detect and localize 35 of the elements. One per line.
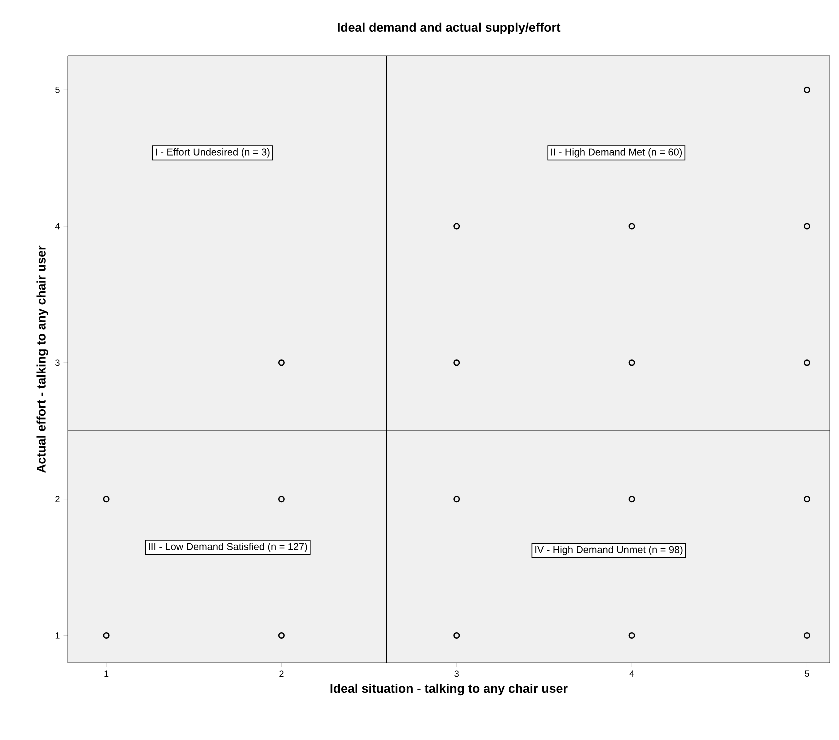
y-axis-title: Actual effort - talking to any chair user (36, 246, 48, 474)
x-tick-label: 1 (104, 670, 109, 677)
y-tick-label: 4 (55, 223, 60, 230)
point (454, 360, 460, 366)
y-tick-label: 2 (56, 496, 60, 502)
point (804, 86, 810, 94)
point (628, 496, 636, 503)
chart-title: Ideal demand and actual supply/effort (338, 22, 561, 34)
point (804, 223, 810, 230)
point (454, 223, 460, 230)
point (454, 632, 460, 639)
annotation: II - High Demand Met (n = 60) (552, 148, 682, 158)
y-tick-label: 5 (56, 86, 60, 94)
x-tick-label: 5 (805, 670, 810, 678)
point (103, 496, 110, 503)
x-tick-label: 2 (280, 670, 284, 678)
y-tick-label: 3 (56, 360, 60, 366)
x-axis-title: Ideal situation - talking to any chair user (330, 684, 568, 696)
point (804, 632, 810, 639)
point (804, 360, 810, 366)
x-tick-label: 4 (630, 670, 634, 677)
point (103, 632, 110, 639)
y-tick-label: 1 (56, 632, 60, 639)
point (278, 360, 285, 366)
point (278, 632, 285, 639)
point (454, 496, 460, 503)
point (628, 360, 636, 366)
point (628, 223, 636, 230)
point (278, 496, 285, 503)
annotation: I - Effort Undesired (n = 3) (156, 148, 270, 158)
point (804, 496, 810, 503)
annotation: III - Low Demand Satisfied (n = 127) (149, 543, 308, 552)
x-tick-label: 3 (454, 670, 459, 678)
annotation: IV - High Demand Unmet (n = 98) (536, 546, 683, 556)
point (628, 632, 636, 639)
